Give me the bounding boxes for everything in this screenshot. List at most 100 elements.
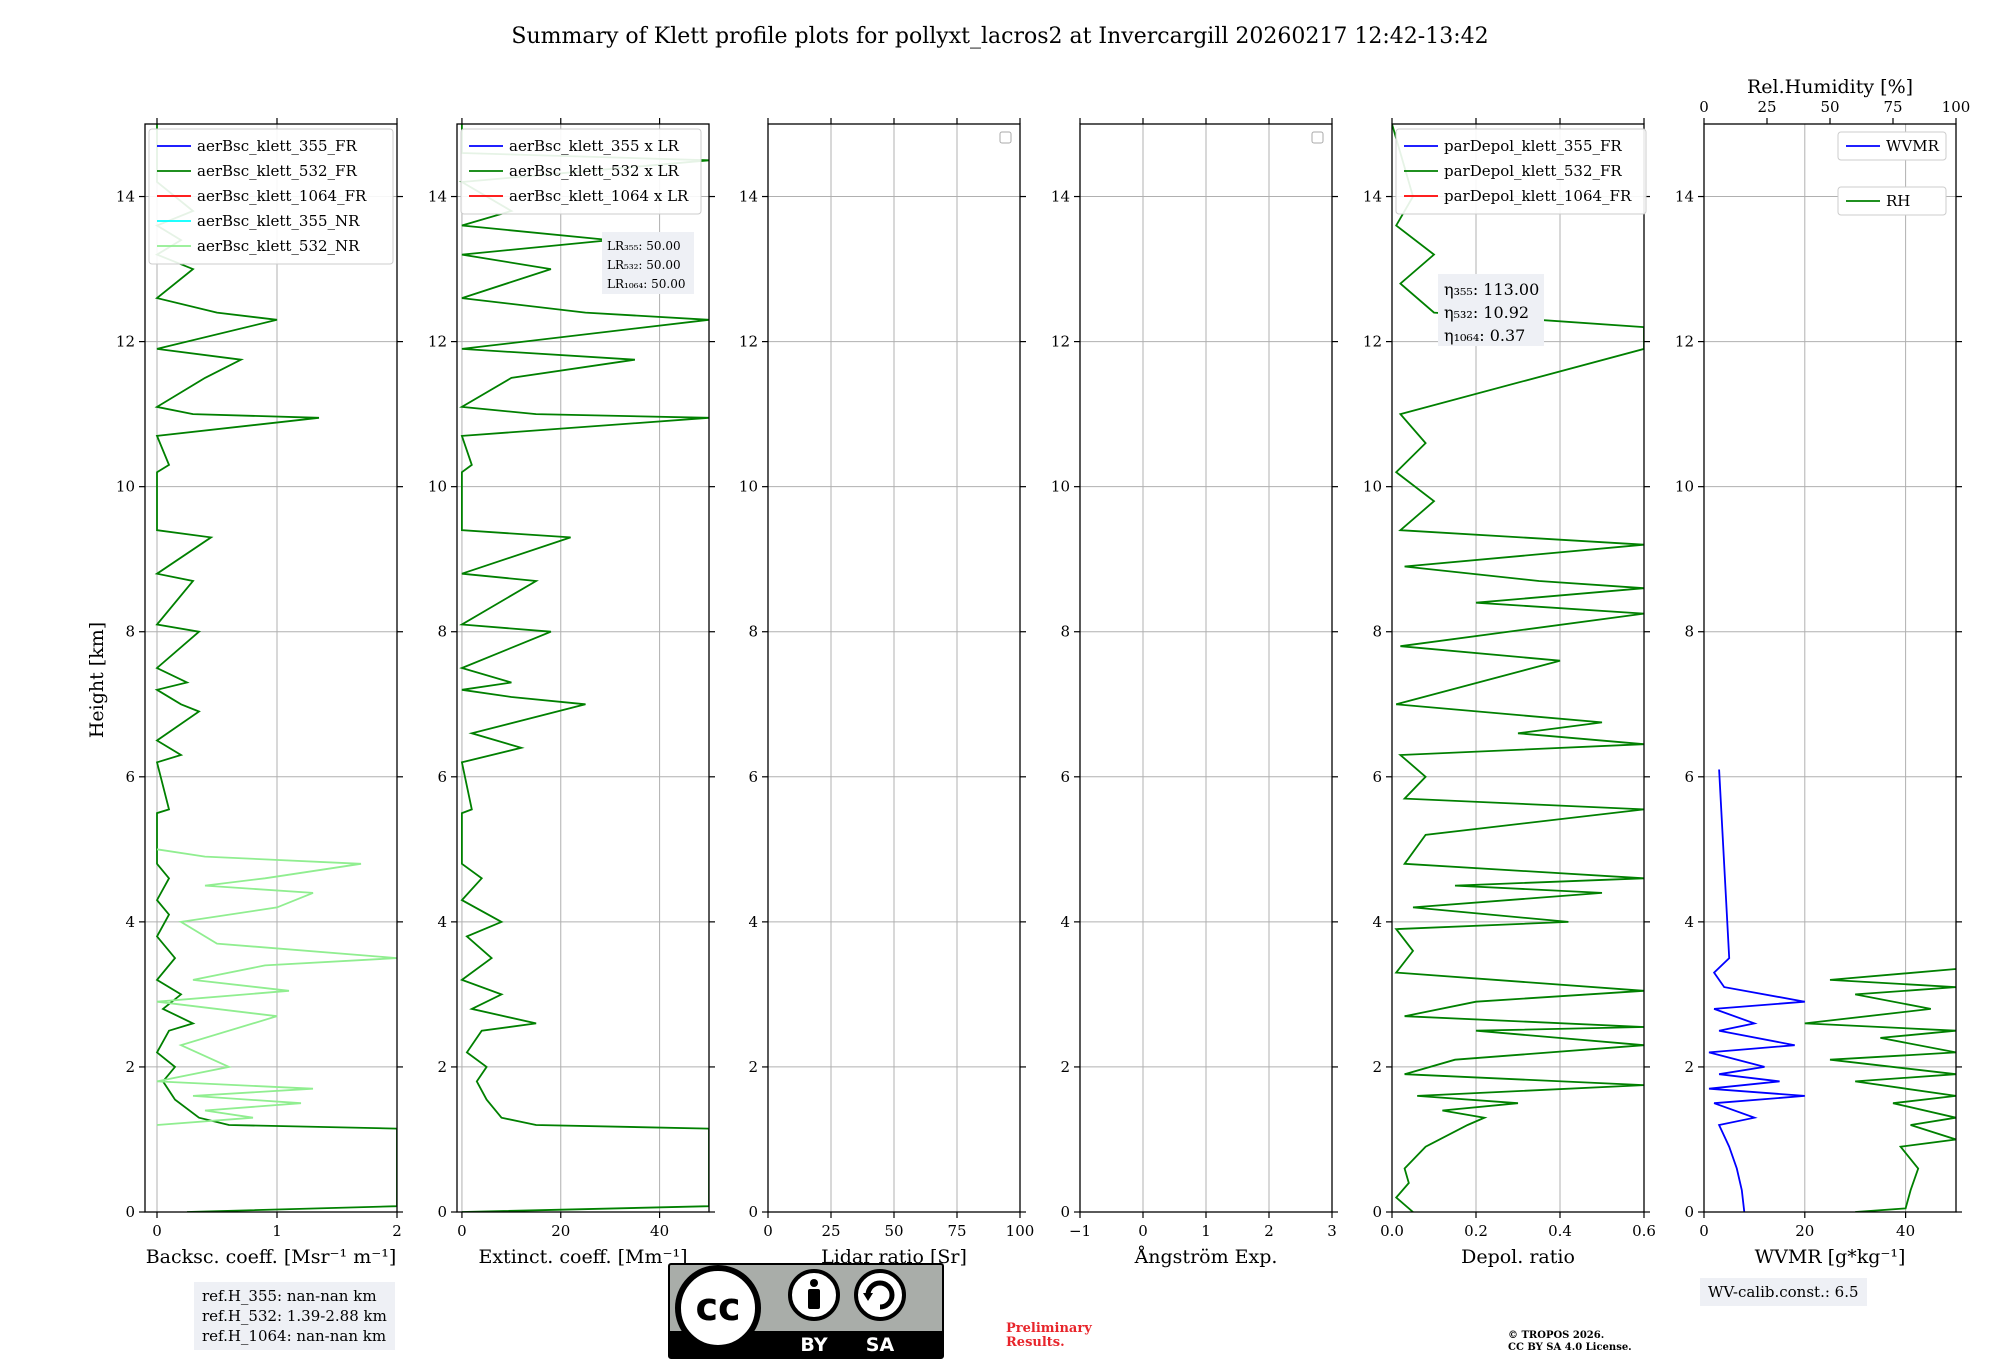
angstrom-ytick-label: 4 (1060, 913, 1070, 931)
license-sa: SA (866, 1334, 895, 1356)
extinction-legend-label: aerBsc_klett_532 x LR (509, 162, 680, 180)
ref-height-1064: ref.H_1064: nan-nan km (202, 1327, 387, 1345)
lidar-ratio-ytick-label: 8 (748, 623, 758, 641)
extinction-legend-box (460, 128, 702, 215)
depol-legend-label: parDepol_klett_532_FR (1444, 162, 1622, 180)
lidar-ratio-empty-legend (999, 131, 1012, 144)
wvmr-xlabel: WVMR [g*kg⁻¹] (1755, 1246, 1906, 1268)
depol-eta-box (1438, 274, 1544, 346)
backscatter-legend-label: aerBsc_klett_355_FR (197, 137, 357, 155)
lidar-ratio-xlabel: Lidar ratio [Sr] (821, 1246, 967, 1268)
wvmr-top-xlabel: Rel.Humidity [%] (1747, 76, 1913, 98)
wvmr-ytick-label: 14 (1675, 188, 1694, 206)
depol-legend-label: parDepol_klett_1064_FR (1444, 187, 1632, 205)
license-by: BY (800, 1334, 827, 1356)
backscatter-ytick-label: 8 (125, 623, 135, 641)
wvmr-plot-area (1704, 124, 1956, 1212)
wvmr-xtick-label: 0 (1699, 1222, 1709, 1240)
backscatter-legend-label: aerBsc_klett_355_NR (197, 212, 360, 230)
angstrom-ytick-label: 12 (1051, 333, 1070, 351)
extinction-ytick-label: 6 (437, 768, 447, 786)
angstrom-ytick-label: 14 (1051, 188, 1070, 206)
angstrom-ytick-label: 0 (1060, 1203, 1070, 1221)
panel-depol: 0 2 4 6 8 10 12 14 0.0 0.2 0.4 0.6 Depol. ratio parDe… (1363, 118, 1656, 1268)
backscatter-xtick-label: 0 (152, 1222, 162, 1240)
series-rh (1804, 968, 1956, 1212)
angstrom-empty-legend (1311, 131, 1324, 144)
depol-xtick-label: 0.0 (1380, 1222, 1404, 1240)
depol-xtick-label: 0.2 (1464, 1222, 1488, 1240)
extinction-lr-box (602, 232, 694, 294)
lidar-ratio-ytick-label: 6 (748, 768, 758, 786)
extinction-lr-label: LR₁₀₆₄: 50.00 (607, 277, 685, 291)
depol-eta-label: η₅₃₂: 10.92 (1444, 303, 1529, 322)
lidar-ratio-ytick-label: 14 (739, 188, 758, 206)
wv-calib-box: WV-calib.const.: 6.5 (1700, 1278, 1867, 1306)
lidar-ratio-xtick-label: 25 (821, 1222, 840, 1240)
backscatter-legend-label: aerBsc_klett_1064_FR (197, 187, 367, 205)
depol-xtick-label: 0.6 (1632, 1222, 1656, 1240)
extinction-ytick-label: 8 (437, 623, 447, 641)
extinction-ytick-label: 0 (437, 1203, 447, 1221)
angstrom-ytick-label: 2 (1060, 1058, 1070, 1076)
wvmr-xtick-label: 20 (1795, 1222, 1814, 1240)
backscatter-legend-label: aerBsc_klett_532_NR (197, 237, 360, 255)
lidar-ratio-xtick-label: 50 (884, 1222, 903, 1240)
depol-ytick-label: 6 (1372, 768, 1382, 786)
ref-height-355: ref.H_355: nan-nan km (202, 1287, 377, 1305)
backscatter-ytick-label: 0 (125, 1203, 135, 1221)
backscatter-ytick-label: 6 (125, 768, 135, 786)
depol-ytick-label: 0 (1372, 1203, 1382, 1221)
angstrom-ytick-label: 10 (1051, 478, 1070, 496)
wvmr-ytick-label: 2 (1684, 1058, 1694, 1076)
wvmr-top-xtick-label: 25 (1757, 98, 1776, 116)
backscatter-ytick-label: 4 (125, 913, 135, 931)
wvmr-legend-box (1837, 186, 1947, 216)
cc-by-sa-license-logo: cc BY SA (668, 1263, 944, 1359)
backscatter-ytick-label: 12 (116, 333, 135, 351)
angstrom-frame (1079, 123, 1333, 1213)
backscatter-plot-area (145, 124, 397, 1212)
backscatter-legend-box (148, 128, 394, 265)
extinction-lr-label: LR₅₃₂: 50.00 (607, 258, 681, 272)
extinction-xtick-label: 40 (650, 1222, 669, 1240)
wvmr-top-xtick-label: 75 (1883, 98, 1902, 116)
extinction-xtick-label: 20 (551, 1222, 570, 1240)
depol-ytick-label: 10 (1363, 478, 1382, 496)
extinction-lr-label: LR₃₅₅: 50.00 (607, 239, 681, 253)
extinction-ytick-label: 12 (428, 333, 447, 351)
extinction-ytick-label: 14 (428, 188, 447, 206)
angstrom-xtick-label: 1 (1201, 1222, 1211, 1240)
wvmr-legend-label: WVMR (1886, 137, 1940, 155)
series-pardepol-klett-532-fr (1392, 124, 1644, 1212)
depol-ytick-label: 2 (1372, 1058, 1382, 1076)
depol-ytick-label: 14 (1363, 188, 1382, 206)
angstrom-xtick-label: 0 (1138, 1222, 1148, 1240)
wvmr-ytick-label: 10 (1675, 478, 1694, 496)
preliminary-line-2: Results. (1006, 1335, 1065, 1350)
angstrom-ytick-label: 6 (1060, 768, 1070, 786)
y-axis-label: Height [km] (86, 622, 108, 738)
series-aerbsc-klett-532-nr (156, 848, 397, 1126)
lidar-ratio-ytick-label: 2 (748, 1058, 758, 1076)
wvmr-xtick-label: 40 (1896, 1222, 1915, 1240)
wvmr-legend-label: RH (1886, 192, 1910, 210)
lidar-ratio-xtick-label: 75 (947, 1222, 966, 1240)
extinction-legend-label: aerBsc_klett_355 x LR (509, 137, 680, 155)
panel-lidar-ratio: 0 2 4 6 8 10 12 14 0 25 50 75 100 Lidar ratio [Sr] (739, 118, 1034, 1268)
extinction-ytick-label: 2 (437, 1058, 447, 1076)
depol-xtick-label: 0.4 (1548, 1222, 1572, 1240)
extinction-xlabel: Extinct. coeff. [Mm⁻¹] (478, 1246, 687, 1268)
panel-extinction: 0 2 4 6 8 10 12 14 0 20 40 Extinct. coeff. [Mm⁻¹] ae… (428, 118, 715, 1268)
wvmr-ytick-label: 12 (1675, 333, 1694, 351)
wvmr-frame (1703, 123, 1957, 1213)
ref-height-532: ref.H_532: 1.39-2.88 km (202, 1307, 387, 1325)
angstrom-ytick-label: 8 (1060, 623, 1070, 641)
extinction-frame (456, 123, 710, 1213)
depol-eta-label: η₁₀₆₄: 0.37 (1444, 326, 1525, 345)
ref-heights-box: ref.H_355: nan-nan km ref.H_532: 1.39-2.… (194, 1282, 395, 1350)
depol-ytick-label: 8 (1372, 623, 1382, 641)
